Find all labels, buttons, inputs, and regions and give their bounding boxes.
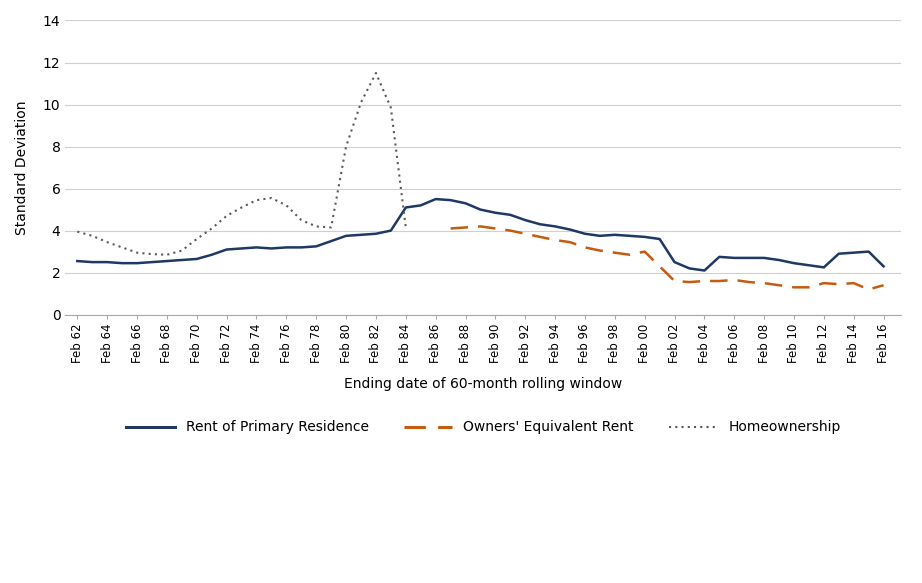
Y-axis label: Standard Deviation: Standard Deviation xyxy=(15,100,29,235)
X-axis label: Ending date of 60-month rolling window: Ending date of 60-month rolling window xyxy=(344,377,622,391)
Legend: Rent of Primary Residence, Owners' Equivalent Rent, Homeownership: Rent of Primary Residence, Owners' Equiv… xyxy=(121,415,846,440)
